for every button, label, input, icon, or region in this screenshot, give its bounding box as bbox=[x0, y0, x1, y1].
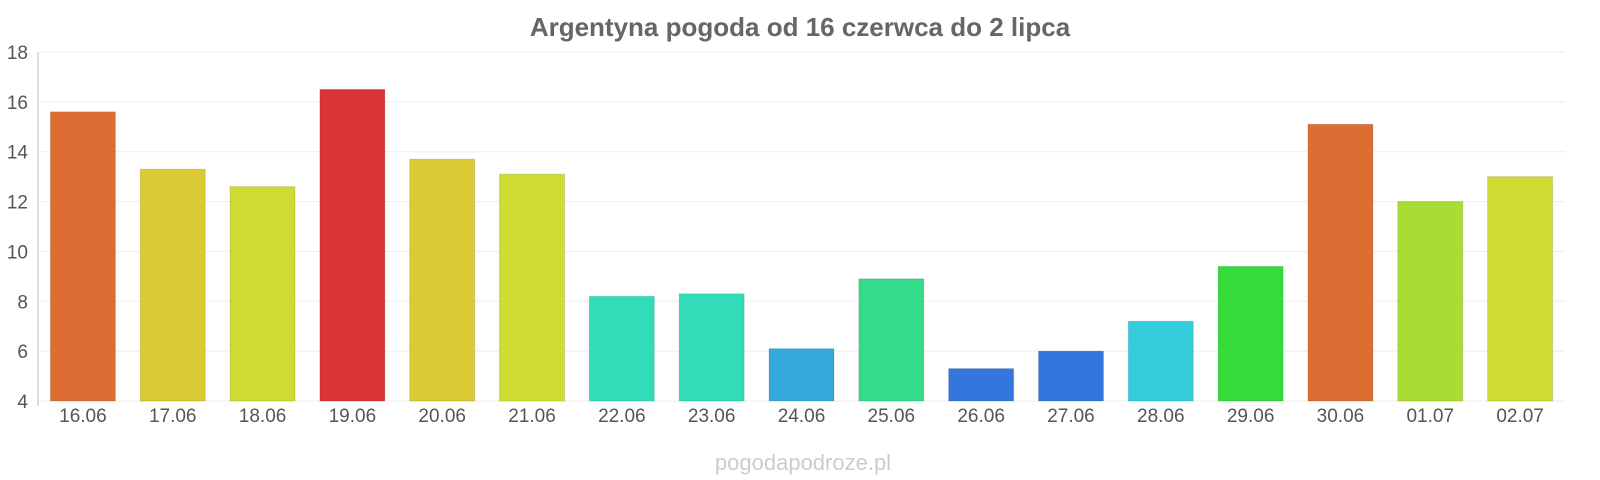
x-tick-label: 29.06 bbox=[1227, 406, 1275, 427]
x-axis: 16.06 17.06 18.06 19.06 20.06 21.06 22.06 23.06… bbox=[59, 406, 1544, 427]
bar-29.06 bbox=[1217, 265, 1284, 402]
x-tick-label: 19.06 bbox=[329, 406, 377, 427]
bar-30.06 bbox=[1307, 123, 1374, 402]
y-tick-label: 14 bbox=[7, 143, 29, 164]
x-tick-label: 02.07 bbox=[1496, 406, 1544, 427]
bar-21.06 bbox=[499, 173, 566, 402]
x-tick-label: 24.06 bbox=[778, 406, 826, 427]
bar-27.06 bbox=[1037, 350, 1104, 402]
chart-title: Argentyna pogoda od 16 czerwca do 2 lipc… bbox=[530, 12, 1071, 42]
x-tick-label: 27.06 bbox=[1047, 406, 1095, 427]
watermark: pogodapodroze.pl bbox=[715, 450, 891, 475]
y-tick-label: 8 bbox=[17, 292, 28, 313]
x-tick-label: 01.07 bbox=[1406, 406, 1454, 427]
x-tick-label: 22.06 bbox=[598, 406, 646, 427]
x-tick-label: 26.06 bbox=[957, 406, 1005, 427]
x-tick-label: 16.06 bbox=[59, 406, 107, 427]
y-axis: 4 6 8 10 12 14 16 18 bbox=[7, 43, 29, 413]
bar-24.06 bbox=[768, 348, 835, 402]
x-tick-label: 25.06 bbox=[868, 406, 916, 427]
bar-02.07 bbox=[1487, 176, 1554, 402]
x-tick-label: 30.06 bbox=[1317, 406, 1365, 427]
bar-20.06 bbox=[409, 158, 476, 402]
y-tick-label: 18 bbox=[7, 43, 28, 64]
bar-16.06 bbox=[49, 111, 116, 402]
x-tick-label: 21.06 bbox=[508, 406, 556, 427]
x-tick-label: 20.06 bbox=[418, 406, 466, 427]
x-tick-label: 17.06 bbox=[149, 406, 197, 427]
bar-17.06 bbox=[139, 168, 206, 402]
x-tick-label: 28.06 bbox=[1137, 406, 1185, 427]
bar-22.06 bbox=[588, 295, 655, 402]
y-tick-label: 16 bbox=[7, 93, 28, 114]
bar-26.06 bbox=[948, 368, 1015, 402]
y-tick-label: 12 bbox=[7, 193, 28, 214]
bar-25.06 bbox=[858, 278, 925, 402]
bar-19.06 bbox=[319, 88, 386, 402]
y-tick-label: 6 bbox=[17, 342, 28, 363]
x-tick-label: 23.06 bbox=[688, 406, 736, 427]
x-tick-label: 18.06 bbox=[239, 406, 287, 427]
y-tick-label: 10 bbox=[7, 242, 28, 263]
bar-01.07 bbox=[1397, 201, 1464, 402]
bar-18.06 bbox=[229, 186, 296, 402]
bar-23.06 bbox=[678, 293, 745, 402]
bar-28.06 bbox=[1127, 320, 1194, 402]
y-tick-label: 4 bbox=[17, 392, 28, 413]
bars bbox=[49, 88, 1554, 402]
